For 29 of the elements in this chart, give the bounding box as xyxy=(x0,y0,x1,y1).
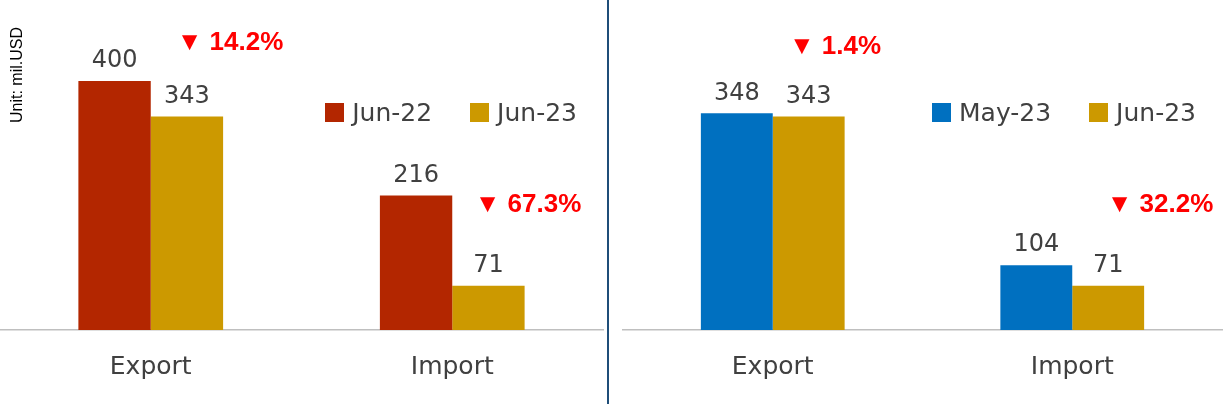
bar xyxy=(772,116,845,330)
x-tick-label: Import xyxy=(410,350,494,380)
bar xyxy=(1000,265,1073,330)
data-label: 104 xyxy=(1013,229,1060,258)
legend-label: Jun-22 xyxy=(352,98,433,127)
data-label: 400 xyxy=(91,45,138,74)
bar xyxy=(379,195,453,330)
bar xyxy=(78,80,151,330)
data-label: 348 xyxy=(713,77,760,106)
annotation: ▼ 1.4% xyxy=(788,30,882,61)
annotation: ▼ 14.2% xyxy=(176,26,284,57)
y-axis-title: Unit: mil.USD xyxy=(8,26,26,124)
bar xyxy=(1072,285,1145,330)
bar xyxy=(452,285,525,330)
x-tick-label: Export xyxy=(731,350,814,380)
bar xyxy=(700,113,773,330)
data-label: 343 xyxy=(164,80,210,109)
legend-label: Jun-23 xyxy=(497,98,577,127)
data-label: 343 xyxy=(785,80,832,109)
x-tick-label: Export xyxy=(109,350,192,380)
data-label: 71 xyxy=(1092,250,1124,279)
legend-label: Jun-23 xyxy=(1116,98,1196,127)
annotation: ▼ 67.3% xyxy=(474,188,582,219)
data-label: 216 xyxy=(393,159,439,188)
annotation: ▼ 32.2% xyxy=(1106,188,1214,219)
legend-label: May-23 xyxy=(959,98,1052,127)
x-tick-label: Import xyxy=(1030,350,1114,380)
data-label: 71 xyxy=(473,250,504,279)
bar xyxy=(150,116,224,330)
